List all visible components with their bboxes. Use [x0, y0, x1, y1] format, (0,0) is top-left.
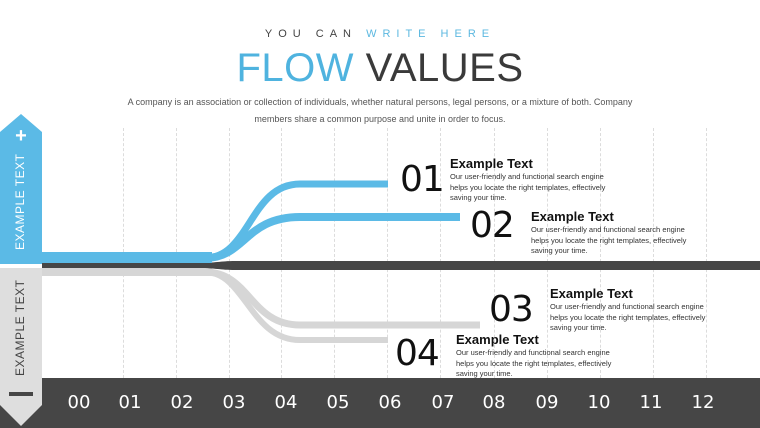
item-number-02: 02 — [470, 205, 515, 246]
item-title: Example Text — [450, 156, 533, 171]
axis-tick: 00 — [67, 392, 91, 413]
minus-icon[interactable] — [9, 392, 33, 396]
kicker-part1: YOU CAN — [264, 28, 357, 40]
grid-line — [653, 128, 654, 378]
axis-tick: 08 — [482, 392, 506, 413]
dark-bar — [42, 261, 760, 270]
grid-line — [547, 128, 548, 378]
grid-line — [334, 128, 335, 378]
timeline-axis — [0, 378, 760, 428]
upper-tab-shape — [0, 114, 42, 264]
description: A company is an association or collectio… — [127, 97, 633, 124]
title-part2: VALUES — [365, 46, 524, 90]
axis-tick: 09 — [535, 392, 559, 413]
axis-tick: 02 — [170, 392, 194, 413]
grid-line — [494, 128, 495, 378]
item-title: Example Text — [456, 332, 539, 347]
item-body: Our user-friendly and functional search … — [531, 225, 687, 255]
lower-tab-point — [0, 378, 42, 426]
plus-icon[interactable]: + — [15, 125, 27, 147]
item-02: Example Text Our user-friendly and funct… — [531, 210, 701, 257]
item-number-04: 04 — [395, 333, 440, 374]
grid-line — [600, 128, 601, 378]
item-title: Example Text — [550, 286, 633, 301]
axis-tick: 01 — [118, 392, 142, 413]
page-title: FLOW VALUES — [0, 44, 760, 92]
kicker-part2: WRITE HERE — [366, 28, 496, 40]
lower-tab-label: EXAMPLE TEXT — [13, 279, 27, 377]
axis-tick: 12 — [691, 392, 715, 413]
kicker: YOU CAN WRITE HERE — [0, 28, 760, 40]
item-number-03: 03 — [489, 289, 534, 330]
grid-line — [281, 128, 282, 378]
item-01: Example Text Our user-friendly and funct… — [450, 157, 620, 204]
upper-side-tab: + EXAMPLE TEXT — [0, 114, 42, 264]
axis-tick: 10 — [587, 392, 611, 413]
title-part1: FLOW — [236, 46, 355, 90]
item-body: Our user-friendly and functional search … — [456, 348, 612, 378]
axis-tick: 04 — [274, 392, 298, 413]
axis-tick: 06 — [378, 392, 402, 413]
item-03: Example Text Our user-friendly and funct… — [550, 287, 720, 334]
grid-line — [706, 128, 707, 378]
gray-flow-04 — [42, 269, 388, 343]
upper-tab-label: EXAMPLE TEXT — [13, 153, 27, 251]
item-number-01: 01 — [400, 159, 445, 200]
axis-tick: 05 — [326, 392, 350, 413]
grid-line — [440, 128, 441, 378]
item-title: Example Text — [531, 209, 614, 224]
item-04: Example Text Our user-friendly and funct… — [456, 333, 626, 380]
axis-tick: 07 — [431, 392, 455, 413]
grid-line — [387, 128, 388, 378]
item-body: Our user-friendly and functional search … — [450, 172, 606, 202]
axis-tick: 03 — [222, 392, 246, 413]
axis-tick: 11 — [639, 392, 663, 413]
item-body: Our user-friendly and functional search … — [550, 302, 706, 332]
